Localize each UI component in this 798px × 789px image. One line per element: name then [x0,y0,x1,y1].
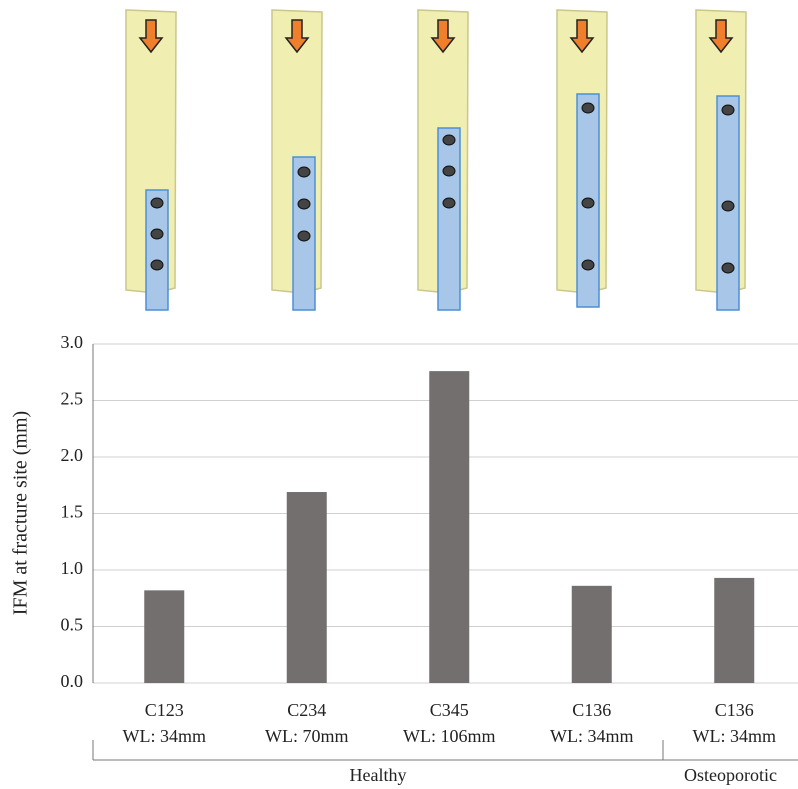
screw [298,231,310,241]
screw [151,260,163,270]
screw [722,263,734,273]
screw [443,135,455,145]
screw [582,260,594,270]
y-tick-label: 0.0 [61,671,84,691]
x-tick-label: C136 [572,700,611,720]
screw [298,167,310,177]
screw [582,198,594,208]
screw [298,199,310,209]
screw [443,198,455,208]
x-tick-sublabel: WL: 70mm [265,726,349,746]
screw [582,103,594,113]
x-tick-sublabel: WL: 34mm [693,726,777,746]
bar [144,590,184,683]
y-axis-label: IFM at fracture site (mm) [10,411,32,615]
x-tick-sublabel: WL: 34mm [123,726,207,746]
x-tick-label: C234 [287,700,326,720]
screw [443,166,455,176]
x-tick-label: C345 [430,700,469,720]
x-tick-sublabel: WL: 34mm [550,726,634,746]
x-tick-sublabel: WL: 106mm [403,726,496,746]
screw [151,229,163,239]
group-label: Healthy [350,765,407,785]
y-tick-label: 2.0 [61,445,84,465]
y-tick-label: 1.5 [61,502,84,522]
bar [287,492,327,683]
screw [722,105,734,115]
y-tick-label: 0.5 [61,615,84,635]
bar [429,371,469,683]
group-label: Osteoporotic [684,765,777,785]
implant-illustrations [126,10,746,310]
screw [722,201,734,211]
bar [572,586,612,683]
x-tick-label: C123 [145,700,184,720]
chart: IFM at fracture site (mm) 0.0 0.5 1.0 1.5 2.… [0,0,798,789]
screw [151,198,163,208]
y-tick-label: 3.0 [61,332,84,352]
y-tick-label: 2.5 [61,389,84,409]
x-tick-label: C136 [715,700,754,720]
y-tick-label: 1.0 [61,558,84,578]
bar [714,578,754,683]
plate [438,128,460,310]
